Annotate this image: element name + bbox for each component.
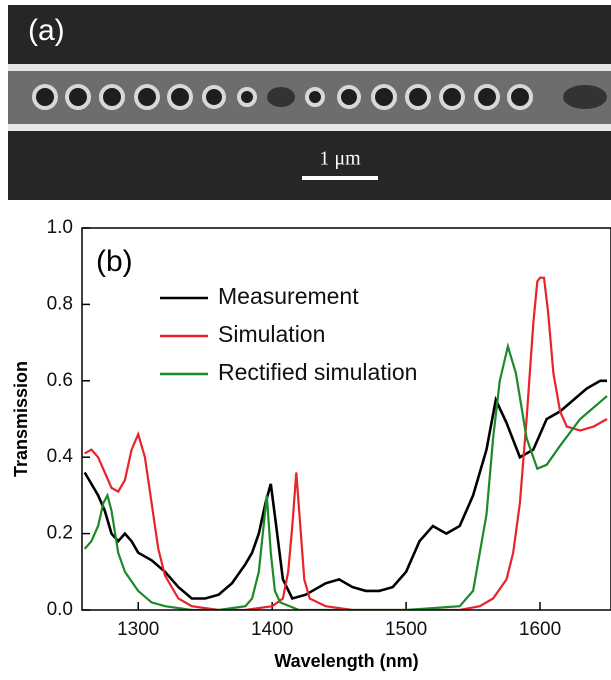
x-tick-label: 1500 [385,619,427,640]
panel-label: (b) [96,245,133,278]
x-tick-label: 1300 [117,619,159,640]
x-axis-title: Wavelength (nm) [274,651,418,671]
plot-frame [81,227,611,611]
sem-image: (a) 1 μm [8,5,611,200]
series-line [83,342,608,610]
series-line [83,379,607,601]
legend-label: Simulation [218,321,325,347]
legend-label: Measurement [218,283,359,309]
series-line [84,276,608,610]
scale-bar-label: 1 μm [319,148,361,170]
y-tick-label: 0.4 [47,446,74,467]
x-tick-label: 1600 [519,619,561,640]
y-axis-title: Transmission [11,361,31,477]
y-tick-label: 0.2 [47,523,73,544]
y-tick-label: 0.6 [47,370,73,391]
y-tick-label: 1.0 [47,217,73,238]
panel-label: (a) [28,14,65,47]
y-tick-label: 0.8 [47,293,73,314]
legend-label: Rectified simulation [218,359,417,385]
x-tick-label: 1400 [251,619,293,640]
y-tick-label: 0.0 [47,599,73,620]
